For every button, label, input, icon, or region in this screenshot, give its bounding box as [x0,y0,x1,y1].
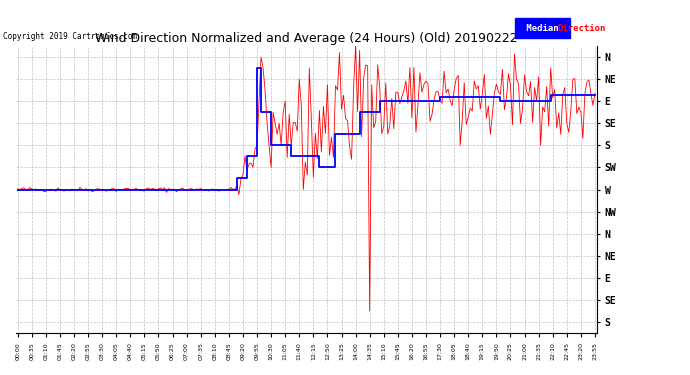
Text: Median: Median [521,24,564,33]
Text: Copyright 2019 Cartronics.com: Copyright 2019 Cartronics.com [3,32,137,41]
Text: Direction: Direction [558,24,606,33]
Title: Wind Direction Normalized and Average (24 Hours) (Old) 20190222: Wind Direction Normalized and Average (2… [95,32,518,45]
